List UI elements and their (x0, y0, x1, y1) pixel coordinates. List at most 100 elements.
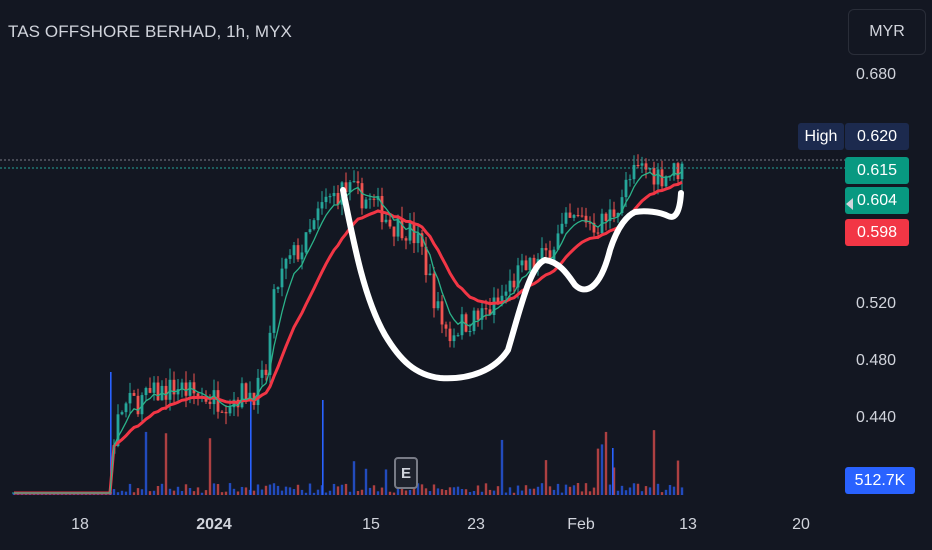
candle-body (480, 308, 484, 320)
volume-bar (250, 398, 252, 495)
volume-bar (368, 487, 372, 495)
volume-bar (504, 492, 508, 495)
currency-button[interactable]: MYR (848, 9, 926, 55)
volume-bar (632, 483, 636, 495)
volume-bar (400, 488, 404, 495)
volume-bar (160, 483, 164, 495)
candle-body (240, 383, 244, 408)
candle-body (364, 199, 368, 209)
volume-bars (12, 372, 684, 495)
volume-bar (652, 430, 656, 495)
volume-bar (552, 489, 556, 495)
volume-bar (408, 490, 412, 495)
volume-bar (110, 372, 112, 495)
volume-bar (244, 487, 248, 495)
candle-body (516, 265, 520, 288)
volume-bar (344, 483, 348, 495)
volume-bar (576, 483, 580, 495)
volume-bar (352, 461, 356, 495)
candle-body (640, 163, 644, 166)
candle-body (276, 287, 280, 290)
volume-bar (228, 483, 232, 495)
volume-bar (428, 491, 432, 495)
candle-body (192, 382, 196, 394)
candle-body (388, 219, 392, 227)
ema-slow-tag: 0.598 (845, 219, 909, 246)
cup-and-handle-annotation (340, 187, 684, 382)
volume-bar (224, 491, 228, 495)
candle-body (264, 369, 268, 375)
volume-bar (464, 489, 468, 495)
candle-body (628, 179, 632, 181)
candle-body (124, 403, 128, 413)
volume-bar (416, 483, 420, 495)
time-axis-label: 23 (467, 516, 485, 533)
candle-body (428, 273, 432, 276)
candle-body (664, 176, 668, 187)
earnings-badge[interactable]: E (394, 457, 418, 489)
candle-body (440, 301, 444, 325)
volume-bar (188, 488, 192, 495)
candle-body (296, 245, 300, 260)
volume-bar (656, 483, 660, 495)
volume-bar (672, 486, 676, 495)
volume-bar (620, 485, 624, 495)
candle-body (452, 335, 456, 342)
candle-body (380, 196, 384, 223)
candle-body (432, 273, 436, 309)
candle-body (444, 324, 448, 329)
volume-bar (468, 492, 472, 495)
candle-body (564, 212, 568, 224)
volume-bar (360, 489, 364, 495)
volume-bar (476, 485, 480, 495)
candle-body (468, 331, 472, 333)
candle-body (248, 392, 252, 401)
volume-bar (488, 489, 492, 495)
volume-bar (680, 487, 684, 495)
volume-bar (412, 488, 416, 495)
time-axis-label: 13 (679, 516, 697, 533)
volume-bar (232, 488, 236, 495)
volume-bar (128, 483, 132, 495)
candle-body (164, 385, 168, 400)
volume-bar (332, 483, 336, 495)
candle-body (412, 222, 416, 244)
volume-bar (132, 492, 136, 495)
volume-bar (604, 431, 608, 495)
volume-bar (168, 488, 172, 495)
candle-body (184, 382, 188, 396)
candle-body (456, 335, 460, 337)
price-pointer-icon (846, 198, 853, 210)
candle-body (304, 232, 308, 253)
volume-bar (500, 439, 504, 495)
volume-bar (472, 490, 476, 495)
candle-body (260, 369, 264, 378)
volume-bar (296, 484, 300, 495)
volume-bar (616, 490, 620, 495)
volume-bar (664, 489, 668, 495)
volume-bar (260, 489, 264, 495)
candle-body (548, 250, 552, 261)
candle-body (504, 291, 508, 296)
volume-bar (432, 484, 436, 495)
volume-bar (316, 489, 320, 495)
candle-body (352, 181, 356, 183)
candle-body (308, 229, 312, 233)
candle-body (356, 181, 360, 184)
ema-fast-tag: 0.604 (845, 187, 909, 214)
volume-bar (484, 483, 488, 495)
candle-body (392, 226, 396, 237)
volume-bar (668, 484, 672, 495)
volume-bar (220, 492, 224, 495)
candle-body (532, 257, 536, 270)
volume-bar (676, 460, 680, 495)
volume-bar (456, 486, 460, 495)
volume-bar (136, 488, 140, 495)
candle-body (448, 328, 452, 342)
candle-body (140, 395, 144, 415)
volume-bar (436, 488, 440, 495)
volume-bar (648, 487, 652, 495)
volume-bar (480, 491, 484, 495)
volume-bar (216, 484, 220, 495)
